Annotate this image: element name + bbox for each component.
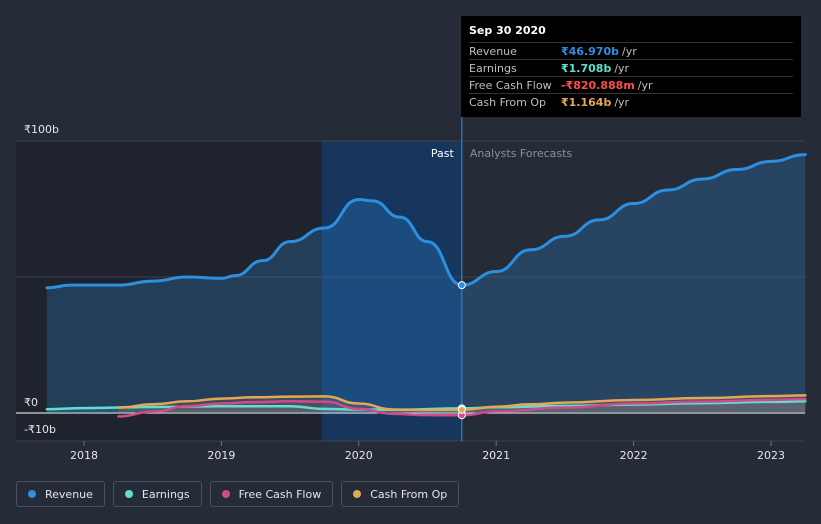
tooltip-row-value: ₹46.970b xyxy=(561,44,619,58)
tooltip-row-unit: /yr xyxy=(614,61,630,75)
hover-markers xyxy=(457,281,466,420)
series-areas xyxy=(46,154,806,417)
tooltip-row-label: Revenue xyxy=(469,44,517,58)
legend-item-cash-from-op[interactable]: Cash From Op xyxy=(341,481,460,507)
area-earnings xyxy=(46,401,806,413)
tooltip-row-label: Free Cash Flow xyxy=(469,78,552,92)
x-tick-label-2019: 2019 xyxy=(207,449,235,462)
tooltip-row-earnings: Earnings ₹1.708b/yr xyxy=(469,60,793,77)
area-revenue xyxy=(46,154,806,413)
y-label-top: ₹100b xyxy=(24,123,59,136)
legend-dot-icon xyxy=(124,490,133,498)
legend-label: Free Cash Flow xyxy=(238,487,322,501)
x-tick-label-2020: 2020 xyxy=(345,449,373,462)
legend: Revenue Earnings Free Cash Flow Cash From O… xyxy=(16,481,467,507)
y-axis-labels: ₹100b ₹0 -₹10b xyxy=(24,123,59,436)
tooltip-row-free-cash-flow: Free Cash Flow -₹820.888m/yr xyxy=(469,77,793,94)
line-free-cash-flow xyxy=(117,397,807,418)
tooltip-row-label: Cash From Op xyxy=(469,95,547,109)
tooltip-row-cash-from-op: Cash From Op ₹1.164b/yr xyxy=(469,94,793,110)
tooltip-row-unit: /yr xyxy=(637,78,653,92)
past-label: Past xyxy=(431,147,455,160)
legend-label: Cash From Op xyxy=(370,487,448,501)
x-tick-label-2018: 2018 xyxy=(70,449,98,462)
legend-label: Earnings xyxy=(141,487,190,501)
legend-dot-icon xyxy=(28,490,36,498)
tooltip-row-value: -₹820.888m xyxy=(561,78,635,92)
tooltip-row-unit: /yr xyxy=(614,95,630,109)
y-label-bottom: -₹10b xyxy=(24,423,56,436)
legend-item-revenue[interactable]: Revenue xyxy=(16,481,105,507)
tooltip-date: Sep 30 2020 xyxy=(469,24,793,43)
legend-item-earnings[interactable]: Earnings xyxy=(112,481,202,507)
x-axis-ticks: 2018 2019 2020 2021 2022 2023 xyxy=(70,441,785,462)
tooltip-row-revenue: Revenue ₹46.970b/yr xyxy=(469,43,793,60)
forecast-label: Analysts Forecasts xyxy=(470,147,573,160)
y-label-zero: ₹0 xyxy=(24,396,38,409)
marker-revenue xyxy=(457,281,466,290)
legend-dot-icon xyxy=(221,490,230,498)
x-tick-label-2023: 2023 xyxy=(757,449,785,462)
legend-dot-icon xyxy=(353,490,362,498)
gridlines xyxy=(16,140,805,442)
highlight-band xyxy=(321,141,462,441)
area-cash-from-op xyxy=(118,395,806,413)
legend-item-free-cash-flow[interactable]: Free Cash Flow xyxy=(209,481,334,507)
x-tick-label-2022: 2022 xyxy=(620,449,648,462)
tooltip-row-value: ₹1.708b xyxy=(561,61,612,75)
series-lines xyxy=(45,153,807,418)
tooltip-row-unit: /yr xyxy=(621,44,637,58)
tooltip-row-value: ₹1.164b xyxy=(561,95,612,109)
legend-label: Revenue xyxy=(45,487,93,501)
line-revenue xyxy=(45,153,807,290)
marker-cash-from-op xyxy=(457,405,466,414)
area-free-cash-flow xyxy=(118,399,806,417)
tooltip-rows: Revenue ₹46.970b/yr Earnings ₹1.708b/yr Free… xyxy=(469,43,793,110)
tooltip: Sep 30 2020 Revenue ₹46.970b/yr Earnings ₹1… xyxy=(461,16,801,117)
line-cash-from-op xyxy=(117,394,807,412)
x-tick-label-2021: 2021 xyxy=(482,449,510,462)
tooltip-row-label: Earnings xyxy=(469,61,517,75)
